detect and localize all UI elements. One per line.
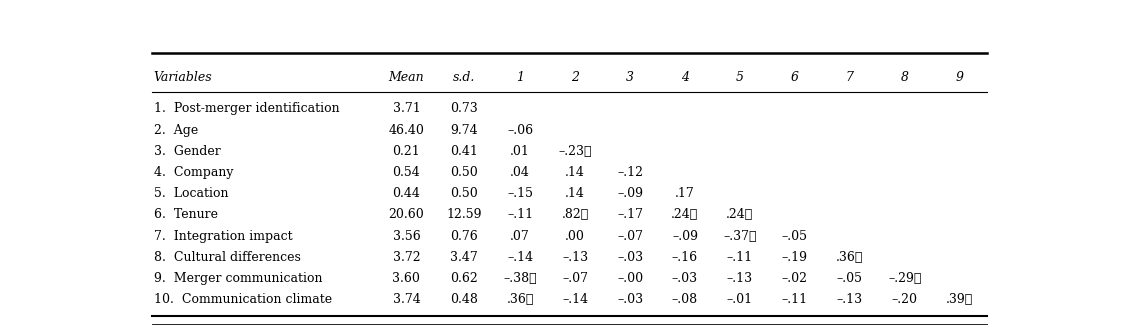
Text: 2: 2 [572, 71, 580, 84]
Text: –.00: –.00 [617, 272, 644, 285]
Text: –.09: –.09 [672, 230, 698, 243]
Text: .24★: .24★ [726, 208, 753, 221]
Text: –.29★: –.29★ [888, 272, 921, 285]
Text: –.07: –.07 [617, 230, 644, 243]
Text: 9: 9 [956, 71, 964, 84]
Text: 20.60: 20.60 [389, 208, 424, 221]
Text: .17: .17 [676, 187, 695, 200]
Text: 3.47: 3.47 [450, 251, 478, 264]
Text: 5: 5 [736, 71, 744, 84]
Text: –.11: –.11 [782, 293, 808, 306]
Text: 3.56: 3.56 [392, 230, 421, 243]
Text: 0.41: 0.41 [450, 145, 478, 158]
Text: –.15: –.15 [507, 187, 534, 200]
Text: –.11: –.11 [507, 208, 534, 221]
Text: –.01: –.01 [727, 293, 753, 306]
Text: 3.72: 3.72 [392, 251, 421, 264]
Text: 8: 8 [901, 71, 909, 84]
Text: 3.74: 3.74 [392, 293, 421, 306]
Text: –.02: –.02 [782, 272, 808, 285]
Text: 0.50: 0.50 [450, 187, 478, 200]
Text: –.14: –.14 [562, 293, 589, 306]
Text: 8.  Cultural differences: 8. Cultural differences [153, 251, 301, 264]
Text: 3.60: 3.60 [392, 272, 421, 285]
Text: 6.  Tenure: 6. Tenure [153, 208, 217, 221]
Text: s.d.: s.d. [453, 71, 475, 84]
Text: 0.76: 0.76 [450, 230, 478, 243]
Text: 3: 3 [626, 71, 634, 84]
Text: 0.21: 0.21 [392, 145, 421, 158]
Text: –.14: –.14 [507, 251, 534, 264]
Text: 1.  Post-merger identification: 1. Post-merger identification [153, 102, 339, 115]
Text: 12.59: 12.59 [446, 208, 481, 221]
Text: –.05: –.05 [782, 230, 808, 243]
Text: .01: .01 [510, 145, 530, 158]
Text: 0.73: 0.73 [450, 102, 478, 115]
Text: 6: 6 [791, 71, 799, 84]
Text: –.05: –.05 [837, 272, 863, 285]
Text: .36★: .36★ [506, 293, 534, 306]
Text: .24★: .24★ [671, 208, 698, 221]
Text: 10.  Communication climate: 10. Communication climate [153, 293, 331, 306]
Text: –.37★: –.37★ [724, 230, 757, 243]
Text: 1: 1 [517, 71, 525, 84]
Text: 0.44: 0.44 [392, 187, 421, 200]
Text: 3.  Gender: 3. Gender [153, 145, 221, 158]
Text: 7.  Integration impact: 7. Integration impact [153, 230, 293, 243]
Text: 9.74: 9.74 [450, 124, 478, 137]
Text: –.13: –.13 [837, 293, 863, 306]
Text: .36★: .36★ [836, 251, 863, 264]
Text: 0.54: 0.54 [392, 166, 421, 179]
Text: –.17: –.17 [617, 208, 644, 221]
Text: 7: 7 [846, 71, 854, 84]
Text: –.07: –.07 [562, 272, 589, 285]
Text: –.38★: –.38★ [503, 272, 537, 285]
Text: 4.  Company: 4. Company [153, 166, 233, 179]
Text: –.12: –.12 [617, 166, 644, 179]
Text: –.03: –.03 [617, 251, 644, 264]
Text: –.23★: –.23★ [559, 145, 592, 158]
Text: –.03: –.03 [617, 293, 644, 306]
Text: –.09: –.09 [617, 187, 644, 200]
Text: –.13: –.13 [562, 251, 589, 264]
Text: 0.50: 0.50 [450, 166, 478, 179]
Text: –.03: –.03 [672, 272, 698, 285]
Text: –.19: –.19 [782, 251, 808, 264]
Text: Variables: Variables [153, 71, 213, 84]
Text: Mean: Mean [389, 71, 424, 84]
Text: .39★: .39★ [946, 293, 973, 306]
Text: –.13: –.13 [727, 272, 753, 285]
Text: .07: .07 [511, 230, 530, 243]
Text: –.16: –.16 [672, 251, 698, 264]
Text: 46.40: 46.40 [389, 124, 424, 137]
Text: 9.  Merger communication: 9. Merger communication [153, 272, 322, 285]
Text: 2.  Age: 2. Age [153, 124, 198, 137]
Text: .14: .14 [566, 187, 585, 200]
Text: –.06: –.06 [507, 124, 534, 137]
Text: 0.48: 0.48 [450, 293, 478, 306]
Text: –.08: –.08 [672, 293, 698, 306]
Text: –.11: –.11 [727, 251, 753, 264]
Text: –.20: –.20 [892, 293, 918, 306]
Text: .04: .04 [510, 166, 530, 179]
Text: .00: .00 [566, 230, 585, 243]
Text: 4: 4 [681, 71, 689, 84]
Text: 5.  Location: 5. Location [153, 187, 227, 200]
Text: .14: .14 [566, 166, 585, 179]
Text: .82★: .82★ [561, 208, 589, 221]
Text: 0.62: 0.62 [450, 272, 478, 285]
Text: 3.71: 3.71 [392, 102, 421, 115]
